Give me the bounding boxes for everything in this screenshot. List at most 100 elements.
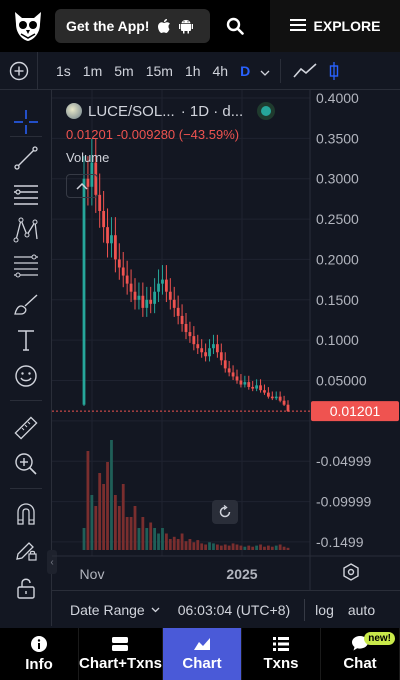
volume-bar	[196, 540, 200, 550]
nav-chat[interactable]: Chat new!	[321, 628, 400, 680]
volume-bar	[98, 473, 102, 550]
volume-bar	[113, 495, 117, 550]
interval-label: · 1D · d...	[180, 102, 244, 120]
pattern-icon[interactable]	[12, 216, 40, 244]
crosshair-icon[interactable]	[12, 108, 40, 136]
volume-bar	[176, 539, 180, 550]
candle-body	[255, 385, 259, 389]
price-chart[interactable]: 0.4000 0.3500 0.3000 0.2500 0.2000 0.1500 0.10…	[52, 90, 400, 590]
lock-drawings-icon[interactable]	[12, 536, 40, 564]
candle-body	[196, 344, 200, 349]
volume-bar	[157, 533, 160, 550]
volume-label: Volume	[66, 150, 110, 165]
fib-retracement-icon[interactable]	[12, 252, 40, 280]
volume-bar	[219, 545, 223, 550]
unlock-icon[interactable]	[12, 574, 40, 602]
candle-body	[168, 291, 172, 300]
ruler-icon[interactable]	[12, 414, 40, 442]
volume-bar	[255, 545, 259, 550]
emoji-icon[interactable]	[12, 362, 40, 390]
chart-settings-icon[interactable]	[342, 563, 360, 586]
candle-body	[243, 382, 247, 385]
volume-bar	[251, 546, 255, 550]
volume-bar	[129, 517, 133, 550]
timeframe-dropdown-icon[interactable]	[256, 63, 274, 79]
volume-bar	[286, 547, 290, 550]
candle-body	[117, 259, 121, 268]
volume-bar	[125, 517, 129, 550]
volume-bar	[133, 506, 137, 550]
timeframe-5m[interactable]: 5m	[114, 62, 134, 79]
volume-bar	[282, 546, 286, 550]
get-app-button[interactable]: Get the App!	[55, 9, 210, 43]
add-symbol-icon[interactable]	[0, 51, 38, 90]
volume-bar	[223, 544, 227, 550]
current-price-tag	[311, 401, 399, 422]
brush-icon[interactable]	[12, 290, 40, 318]
chevron-up-icon	[76, 182, 88, 190]
candle-body	[164, 279, 168, 292]
candle-body	[102, 211, 106, 228]
chart-txns-icon	[112, 636, 129, 651]
nav-chart-txns-label: Chart+Txns	[79, 654, 162, 672]
ohlc-values: 0.01201 -0.009280 (−43.59%)	[66, 127, 240, 142]
zoom-in-icon[interactable]	[12, 450, 40, 478]
candle-body	[278, 396, 282, 401]
candle-body	[180, 315, 184, 324]
top-bar: Get the App! EXPLORE	[0, 0, 400, 52]
text-icon[interactable]	[12, 326, 40, 354]
collapse-sidebar-icon[interactable]: ‹	[47, 550, 57, 574]
tool-divider	[10, 136, 42, 137]
timeframe-d[interactable]: D	[240, 62, 251, 79]
symbol-label[interactable]: LUCE/SOL...	[88, 102, 175, 120]
nav-chart-txns[interactable]: Chart+Txns	[79, 628, 163, 680]
price-axis-label: 0.2500	[316, 211, 359, 227]
volume-bar	[243, 546, 247, 550]
candle-body	[98, 194, 102, 211]
timeframe-1s[interactable]: 1s	[56, 62, 71, 79]
candle-body	[286, 404, 290, 412]
explore-label: EXPLORE	[313, 18, 381, 34]
nav-info[interactable]: Info	[0, 628, 80, 680]
clock-timezone[interactable]: 06:03:04 (UTC+8)	[177, 601, 291, 618]
timeframe-4h[interactable]: 4h	[212, 62, 229, 79]
candle-body	[282, 400, 286, 405]
volume-bar	[208, 542, 211, 550]
candle-body	[133, 291, 137, 300]
search-icon[interactable]	[215, 0, 255, 52]
log-scale-toggle[interactable]: log	[315, 601, 334, 618]
candle-body	[137, 295, 141, 300]
candle-body	[231, 372, 235, 377]
candle-body	[113, 235, 117, 260]
reset-chart-button[interactable]	[212, 500, 238, 524]
auto-scale-toggle[interactable]: auto	[347, 601, 376, 618]
line-chart-icon[interactable]	[287, 62, 323, 79]
volume-bar	[247, 545, 251, 550]
volume-bar	[188, 539, 192, 550]
explore-button[interactable]: EXPLORE	[270, 0, 400, 52]
volume-bar	[270, 546, 274, 550]
timeframe-1h[interactable]: 1h	[184, 62, 201, 79]
chat-bubble-icon	[352, 636, 368, 651]
trend-line-icon[interactable]	[12, 144, 40, 172]
price-axis-label: 0.3000	[316, 171, 359, 187]
nav-chart[interactable]: Chart	[162, 628, 242, 680]
candle-body	[192, 336, 196, 345]
date-range-dropdown[interactable]: Date Range	[52, 602, 160, 618]
horizontal-lines-icon[interactable]	[12, 180, 40, 208]
timeframe-1m[interactable]: 1m	[82, 62, 103, 79]
owl-logo-icon[interactable]	[0, 0, 55, 52]
info-icon	[31, 635, 47, 652]
timeframe-15m[interactable]: 15m	[145, 62, 173, 79]
drawing-tools-sidebar	[0, 90, 52, 626]
candlestick-icon[interactable]	[323, 61, 345, 81]
list-icon	[272, 636, 289, 651]
nav-txns[interactable]: Txns	[242, 628, 321, 680]
volume-bar	[172, 536, 176, 550]
toolbar-divider	[280, 58, 282, 83]
volume-bar	[266, 545, 270, 550]
price-axis-label: 0.2000	[316, 251, 359, 267]
collapse-legend-button[interactable]	[66, 174, 98, 198]
magnet-icon[interactable]	[12, 500, 40, 528]
volume-bar	[82, 528, 86, 550]
